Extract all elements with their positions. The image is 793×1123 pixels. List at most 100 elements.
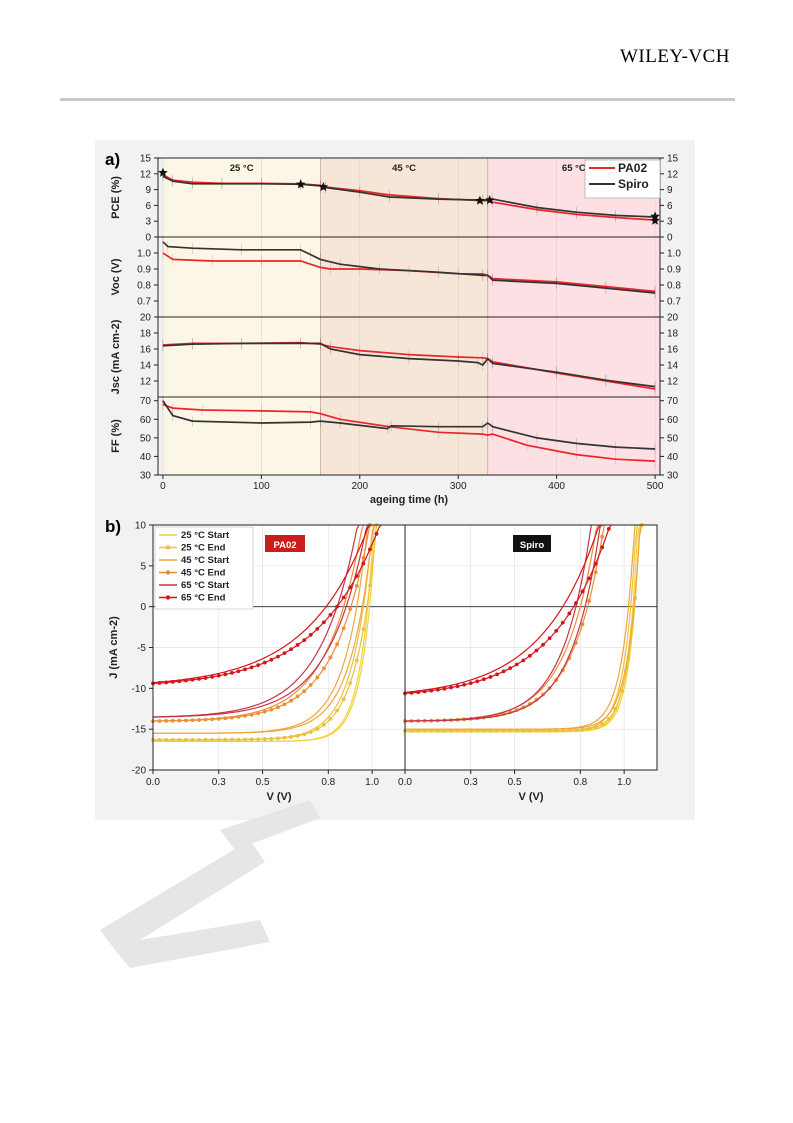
iv-point: [600, 545, 605, 550]
y-tick-label: 1.0: [667, 249, 681, 260]
iv-point: [289, 647, 293, 652]
y-axis-label: J (mA cm-2): [108, 616, 120, 679]
iv-point: [295, 643, 300, 647]
iv-point: [455, 684, 460, 689]
y-tick-label: 12: [667, 377, 679, 388]
iv-point: [269, 657, 274, 662]
y-axis-label: Voc (V): [110, 258, 122, 295]
iv-point: [282, 702, 287, 707]
iv-point: [243, 667, 247, 672]
y-tick-label: 0: [667, 233, 673, 244]
iv-point: [276, 654, 280, 659]
iv-point: [335, 604, 339, 609]
y-tick-label: 9: [667, 185, 673, 196]
jv-measurement-marker: [475, 195, 485, 205]
iv-point: [229, 670, 234, 675]
iv-legend-box: [154, 526, 254, 610]
x-tick-label: 0.8: [573, 777, 587, 788]
iv-point: [361, 627, 366, 632]
publisher-logo: WILEY-VCH: [620, 46, 731, 67]
iv-point: [322, 722, 326, 727]
iv-subplot-spiro: Spiro 0.0 0.3 0.5 0.8 1.0 V (V): [398, 523, 658, 803]
x-tick-label: 0.0: [146, 777, 160, 788]
y-axis-label: Jsc (mA cm-2): [110, 319, 122, 394]
panel-a-label: a): [105, 150, 120, 169]
iv-curve: [153, 524, 360, 718]
zone-1: [162, 158, 321, 237]
y-tick-label: 15: [667, 154, 679, 165]
iv-point: [449, 685, 453, 690]
zone-label-1: 25 °C: [230, 163, 254, 174]
y-tick-label: 60: [140, 415, 152, 426]
legend-label-pa02: PA02: [618, 161, 647, 175]
iv-point: [514, 662, 519, 667]
iv-point: [587, 576, 591, 581]
x-axis-label: V (V): [266, 791, 291, 803]
iv-point: [315, 675, 320, 680]
iv-point: [256, 663, 261, 667]
y-tick-label: 18: [667, 329, 679, 340]
x-tick-label: 300: [450, 481, 467, 492]
y-tick-label: 12: [140, 377, 152, 388]
iv-point: [567, 611, 572, 616]
iv-curve: [153, 524, 364, 722]
y-tick-label: 0.8: [667, 281, 681, 292]
jv-measurement-marker: [158, 167, 168, 177]
iv-point: [210, 674, 215, 679]
x-tick-label: 0.8: [321, 777, 335, 788]
iv-curve: [404, 524, 601, 693]
iv-point: [308, 632, 313, 637]
series-line-spiro: [162, 241, 656, 294]
iv-point: [276, 705, 280, 710]
x-tick-label: 400: [548, 481, 565, 492]
iv-point: [374, 531, 379, 536]
iv-point: [613, 706, 618, 711]
watermark-logo: [100, 800, 320, 968]
y-tick-label: 15: [140, 154, 152, 165]
iv-point: [580, 589, 585, 594]
x-axis-label: V (V): [518, 791, 543, 803]
x-tick-label: 0.0: [398, 777, 412, 788]
iv-point: [335, 708, 339, 713]
zone-label-2: 45 °C: [392, 163, 416, 174]
iv-legend-label: 25 °C End: [181, 543, 226, 554]
legend-label-spiro: Spiro: [618, 177, 649, 191]
iv-curve: [405, 524, 592, 722]
subplot-3: 12 12 14 14 16 16 18 18 20 20 Jsc (mA cm-2): [110, 313, 679, 398]
iv-point: [341, 595, 346, 600]
y-tick-label: 1.0: [137, 249, 151, 260]
iv-point: [368, 547, 372, 552]
iv-point: [554, 628, 559, 633]
y-tick-label: 0.9: [137, 265, 151, 276]
device-badge: [265, 535, 305, 552]
iv-point: [606, 526, 611, 531]
y-tick-label: 3: [667, 217, 673, 228]
x-tick-label: 0.3: [464, 777, 478, 788]
iv-point: [315, 626, 320, 631]
iv-point: [328, 655, 333, 660]
jv-measurement-marker: [318, 182, 329, 191]
iv-point: [302, 638, 307, 643]
iv-point: [348, 607, 353, 611]
series-line-spiro: [162, 175, 656, 218]
jv-measurement-marker: [485, 195, 495, 205]
iv-point: [322, 620, 326, 625]
header-rule: [60, 98, 735, 101]
iv-point: [574, 601, 578, 605]
series-line-spiro: [162, 400, 656, 450]
iv-point: [262, 709, 267, 714]
iv-point: [328, 612, 333, 617]
iv-point: [328, 716, 333, 721]
legend: PA02 Spiro: [584, 159, 661, 199]
iv-point: [295, 694, 300, 699]
iv-point: [488, 675, 493, 679]
y-tick-label: -15: [132, 725, 147, 736]
zone-3: [487, 397, 660, 475]
iv-point: [593, 561, 598, 566]
iv-curve: [152, 524, 369, 734]
y-tick-label: 16: [140, 345, 152, 356]
iv-point: [249, 665, 254, 670]
iv-point: [348, 681, 353, 685]
x-tick-label: 0.3: [212, 777, 226, 788]
